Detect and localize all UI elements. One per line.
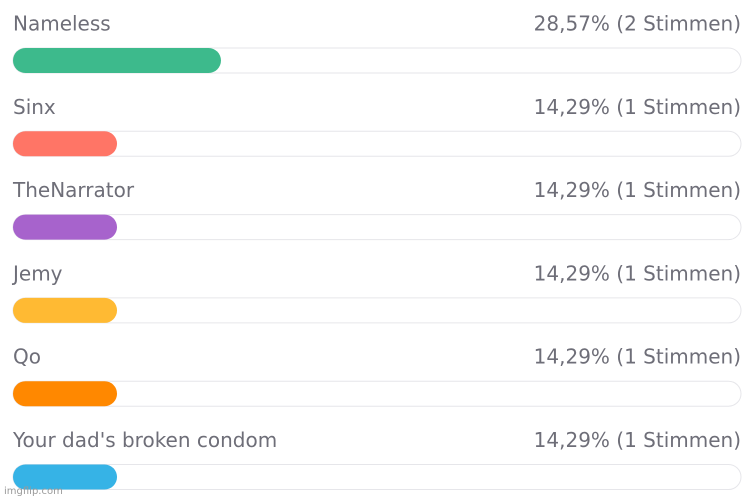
option-label: TheNarrator [12, 178, 135, 202]
result-label: 14,29% (1 Stimmen) [534, 95, 741, 119]
bar-track [12, 214, 742, 241]
result-label: 14,29% (1 Stimmen) [534, 178, 741, 202]
bar [13, 214, 118, 240]
result-label: 28,57% (2 Stimmen) [534, 12, 741, 36]
bar [13, 381, 118, 407]
result-label: 14,29% (1 Stimmen) [534, 261, 741, 285]
bar-track [12, 297, 742, 324]
bar-track [12, 464, 742, 490]
watermark: imgflip.com [4, 486, 63, 497]
option-label: Qo [13, 345, 41, 369]
bar [13, 464, 118, 490]
option-label: Jemy [11, 261, 63, 285]
option-label: Sinx [13, 95, 56, 119]
bar [13, 131, 118, 157]
bar-track [12, 130, 742, 157]
option-label: Your dad's broken condom [12, 428, 277, 452]
bar [13, 48, 221, 73]
result-label: 14,29% (1 Stimmen) [534, 345, 741, 369]
result-label: 14,29% (1 Stimmen) [534, 428, 741, 452]
bar [13, 297, 118, 323]
option-label: Nameless [13, 12, 111, 36]
bar-track [12, 380, 742, 407]
